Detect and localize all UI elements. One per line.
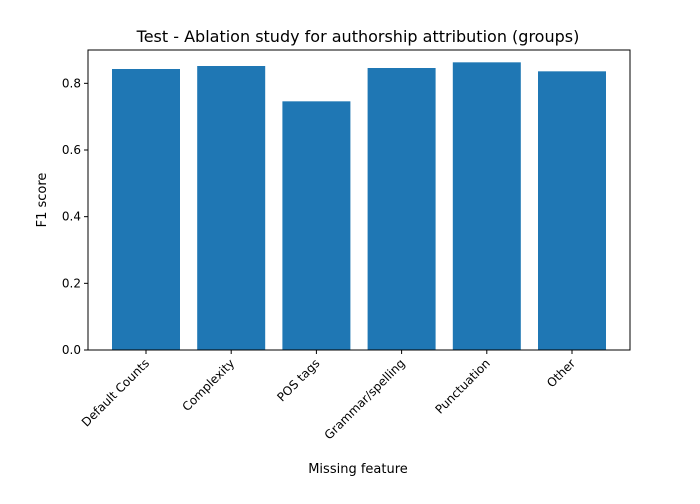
x-ticks-layer: Default Counts Complexity POS tags Grammar/… [79,350,578,442]
y-tick-label: 0.4 [62,210,81,224]
x-tick-label: Other [544,356,578,390]
bar [538,71,606,350]
plot-frame [87,49,631,351]
y-tick-label: 0.0 [62,343,81,357]
bar [452,62,521,350]
y-tick-label: 0.8 [62,76,81,90]
y-ticks-layer: 0.0 0.2 0.4 0.6 0.8 [62,76,88,357]
x-tick-label: POS tags [274,356,322,404]
bar [367,68,436,350]
y-tick-label: 0.6 [62,143,81,157]
x-tick-label: Default Counts [79,356,152,429]
y-tick-label: 0.2 [62,276,81,290]
x-tick-label: Grammar/spelling [322,356,408,442]
x-axis-label: Missing feature [308,462,408,477]
y-axis-label: F1 score [35,173,50,228]
x-tick-label: Punctuation [432,356,492,416]
x-tick-label: Complexity [179,356,237,414]
axes-layer [87,49,631,351]
bar [112,69,180,350]
bar [282,101,351,350]
bars-layer [112,62,606,350]
bar [197,66,266,350]
chart-title: Test - Ablation study for authorship att… [136,27,580,46]
